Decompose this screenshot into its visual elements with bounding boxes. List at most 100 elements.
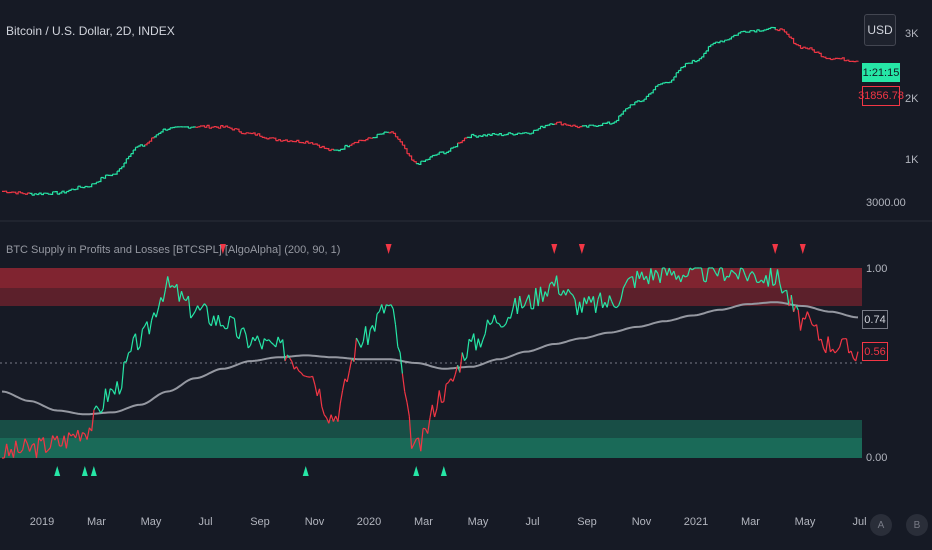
spl-segment [206, 306, 210, 324]
spl-segment [691, 267, 695, 271]
price-step [678, 67, 682, 72]
price-step [66, 190, 70, 193]
spl-segment [300, 372, 304, 376]
price-step [823, 56, 827, 59]
spl-segment [332, 415, 337, 422]
price-step [301, 142, 304, 144]
price-step [713, 42, 716, 44]
spl-segment [337, 403, 341, 422]
time-axis-label: May [795, 516, 816, 528]
spl-segment [98, 408, 102, 414]
indicator-title: BTC Supply in Profits and Losses [BTCSPL… [6, 244, 341, 256]
spl-segment [850, 350, 854, 359]
buy-signal [302, 466, 309, 476]
spl-segment [45, 449, 49, 454]
spl-segment [390, 304, 394, 310]
price-step [512, 134, 516, 136]
spl-segment [790, 295, 795, 312]
spl-segment [447, 378, 452, 383]
spl-segment [767, 267, 772, 287]
price-step [211, 126, 215, 128]
buy-signal [90, 466, 97, 476]
price-step [519, 133, 523, 135]
price-step [296, 139, 300, 143]
spl-segment [295, 366, 300, 372]
price-step [798, 45, 802, 49]
log-scale-button[interactable]: B [906, 514, 928, 536]
spl-segment [282, 339, 286, 362]
spl-segment [52, 435, 56, 441]
price-step [708, 44, 712, 48]
price-step [542, 125, 546, 129]
price-step [579, 125, 583, 128]
spl-segment [261, 338, 265, 350]
spl-segment [657, 273, 661, 284]
price-step [259, 135, 263, 138]
price-step [510, 133, 514, 135]
spl-segment [22, 438, 26, 450]
price-step [736, 33, 739, 36]
spl-segment [38, 437, 42, 442]
spl-segment [192, 310, 196, 316]
price-step [158, 131, 162, 134]
price-step [478, 135, 482, 137]
spl-segment [77, 429, 81, 442]
spl-segment [270, 342, 274, 345]
spl-segment [811, 324, 815, 327]
price-step [103, 175, 107, 179]
price-step [160, 129, 164, 133]
price-step [786, 33, 790, 38]
price-step [50, 191, 54, 195]
spl-segment [477, 338, 482, 348]
price-step [676, 70, 680, 74]
price-step [591, 124, 594, 126]
spl-series [1, 267, 859, 459]
price-step [818, 52, 822, 57]
spl-segment [505, 317, 509, 325]
spl-segment [441, 401, 444, 404]
spl-segment [608, 295, 613, 302]
spl-segment [82, 431, 86, 435]
spl-segment [664, 267, 668, 276]
price-step [448, 148, 452, 152]
spl-segment [565, 288, 569, 296]
spl-segment [602, 301, 606, 309]
spl-segment [222, 324, 226, 330]
spl-segment [374, 313, 378, 332]
spl-segment [318, 388, 323, 407]
spl-segment [746, 274, 751, 282]
price-step [706, 46, 709, 52]
spl-segment [579, 301, 583, 313]
price-step [351, 142, 355, 145]
spl-segment [836, 346, 841, 351]
spl-segment [514, 297, 518, 314]
spl-segment [79, 432, 84, 442]
price-step [151, 136, 155, 139]
price-step [436, 152, 440, 155]
price-step [660, 83, 663, 85]
auto-scale-button[interactable]: A [870, 514, 892, 536]
price-step [641, 99, 645, 102]
price-step [356, 140, 360, 144]
sell-signal [551, 244, 558, 254]
spl-segment [15, 440, 19, 453]
spl-segment [386, 304, 389, 307]
spl-segment [263, 338, 268, 342]
price-step [789, 36, 792, 39]
spl-segment [162, 289, 166, 302]
spl-segment [360, 341, 364, 348]
spl-segment [369, 325, 374, 330]
currency-button[interactable]: USD [864, 14, 896, 46]
price-step [554, 122, 558, 125]
price-step [547, 123, 551, 126]
spl-segment [155, 307, 160, 318]
time-axis-label: Nov [305, 516, 325, 528]
buy-signal [54, 466, 61, 476]
spl-segment [408, 416, 413, 449]
spl-segment [519, 295, 523, 309]
price-step [280, 140, 284, 142]
spl-segment [229, 315, 233, 318]
price-step [662, 82, 666, 84]
spl-segment [574, 299, 578, 316]
